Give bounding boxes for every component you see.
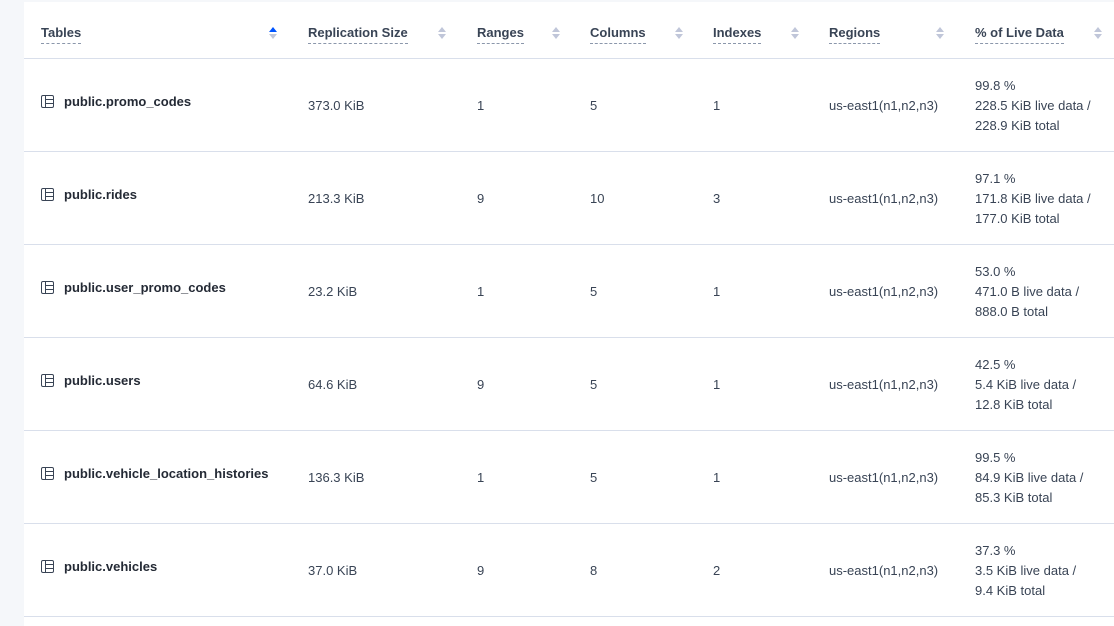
- live-percent: 99.8 %: [975, 78, 1016, 93]
- table-icon: [41, 560, 54, 573]
- live-data-cell: 97.1 % 171.8 KiB live data / 177.0 KiB tot…: [975, 169, 1091, 229]
- table-icon: [41, 374, 54, 387]
- live-data-cell: 42.5 % 5.4 KiB live data / 12.8 KiB total: [975, 355, 1076, 415]
- cell-ranges: 1: [477, 284, 485, 299]
- table-name[interactable]: public.rides: [64, 187, 137, 202]
- sort-icon[interactable]: [675, 27, 683, 39]
- total-data: 9.4 KiB total: [975, 583, 1046, 598]
- live-data: 84.9 KiB live data /: [975, 470, 1084, 485]
- cell-columns: 8: [590, 563, 598, 578]
- live-percent: 42.5 %: [975, 357, 1016, 372]
- table-row: public.vehicles 37.0 KiB 9 8 2 us-east1(n1,n2…: [24, 524, 1114, 617]
- cell-regions: us-east1(n1,n2,n3): [829, 470, 939, 485]
- column-header-5[interactable]: Regions: [829, 25, 881, 44]
- total-data: 85.3 KiB total: [975, 490, 1053, 505]
- live-data: 471.0 B live data /: [975, 284, 1080, 299]
- cell-size: 23.2 KiB: [308, 284, 358, 299]
- live-data: 5.4 KiB live data /: [975, 377, 1077, 392]
- live-data-cell: 99.5 % 84.9 KiB live data / 85.3 KiB total: [975, 448, 1083, 508]
- live-percent: 97.1 %: [975, 171, 1016, 186]
- table-icon: [41, 188, 54, 201]
- column-header-3[interactable]: Columns: [590, 25, 646, 44]
- column-header-6[interactable]: % of Live Data: [975, 25, 1064, 44]
- column-header-0[interactable]: Tables: [41, 25, 82, 44]
- table-name[interactable]: public.user_promo_codes: [64, 280, 226, 295]
- cell-indexes: 1: [713, 470, 721, 485]
- table-name-link[interactable]: public.rides: [41, 187, 137, 202]
- cell-columns: 5: [590, 377, 598, 392]
- table-row: public.promo_codes 373.0 KiB 1 5 1 us-east1(n…: [24, 59, 1114, 152]
- column-header-1[interactable]: Replication Size: [308, 25, 408, 44]
- live-data-cell: 99.8 % 228.5 KiB live data / 228.9 KiB tot…: [975, 76, 1091, 136]
- table-row: public.vehicle_location_histories 136.3 K…: [24, 431, 1114, 524]
- cell-indexes: 2: [713, 563, 721, 578]
- live-data: 228.5 KiB live data /: [975, 98, 1091, 113]
- table-header: Tables Replication Size Ranges Columns Index…: [24, 2, 1114, 59]
- cell-ranges: 9: [477, 377, 485, 392]
- cell-size: 213.3 KiB: [308, 191, 365, 206]
- live-data: 3.5 KiB live data /: [975, 563, 1077, 578]
- cell-regions: us-east1(n1,n2,n3): [829, 377, 939, 392]
- cell-indexes: 1: [713, 377, 721, 392]
- table-row: public.users 64.6 KiB 9 5 1 us-east1(n1,n2,n3…: [24, 338, 1114, 431]
- table-name-link[interactable]: public.promo_codes: [41, 94, 191, 109]
- live-percent: 99.5 %: [975, 450, 1016, 465]
- table-name[interactable]: public.promo_codes: [64, 94, 192, 109]
- table-name-link[interactable]: public.users: [41, 373, 141, 388]
- cell-ranges: 1: [477, 98, 485, 113]
- cell-size: 373.0 KiB: [308, 98, 365, 113]
- cell-regions: us-east1(n1,n2,n3): [829, 191, 939, 206]
- sort-icon[interactable]: [1094, 27, 1102, 39]
- sort-icon[interactable]: [438, 27, 446, 39]
- live-percent: 37.3 %: [975, 543, 1016, 558]
- table-name-link[interactable]: public.vehicles: [41, 559, 157, 574]
- live-data-cell: 53.0 % 471.0 B live data / 888.0 B total: [975, 262, 1079, 322]
- live-data-cell: 37.3 % 3.5 KiB live data / 9.4 KiB total: [975, 541, 1076, 601]
- cell-ranges: 9: [477, 191, 485, 206]
- cell-columns: 5: [590, 98, 598, 113]
- table-name[interactable]: public.users: [64, 373, 141, 388]
- cell-size: 64.6 KiB: [308, 377, 358, 392]
- sort-icon[interactable]: [552, 27, 560, 39]
- total-data: 177.0 KiB total: [975, 211, 1060, 226]
- cell-size: 37.0 KiB: [308, 563, 358, 578]
- total-data: 228.9 KiB total: [975, 118, 1060, 133]
- table-icon: [41, 95, 54, 108]
- cell-indexes: 3: [713, 191, 721, 206]
- live-data: 171.8 KiB live data /: [975, 191, 1091, 206]
- table-icon: [41, 467, 54, 480]
- cell-ranges: 9: [477, 563, 485, 578]
- cell-columns: 5: [590, 470, 598, 485]
- cell-regions: us-east1(n1,n2,n3): [829, 563, 939, 578]
- total-data: 888.0 B total: [975, 304, 1048, 319]
- cell-indexes: 1: [713, 284, 721, 299]
- cell-indexes: 1: [713, 98, 721, 113]
- cell-size: 136.3 KiB: [308, 470, 365, 485]
- table-name[interactable]: public.vehicles: [64, 559, 158, 574]
- sort-icon[interactable]: [791, 27, 799, 39]
- table-icon: [41, 281, 54, 294]
- total-data: 12.8 KiB total: [975, 397, 1053, 412]
- table-name[interactable]: public.vehicle_location_histories: [64, 466, 269, 481]
- table-name-link[interactable]: public.vehicle_location_histories: [41, 466, 268, 481]
- cell-columns: 5: [590, 284, 598, 299]
- table-name-link[interactable]: public.user_promo_codes: [41, 280, 226, 295]
- cell-regions: us-east1(n1,n2,n3): [829, 98, 939, 113]
- column-header-2[interactable]: Ranges: [477, 25, 524, 44]
- cell-columns: 10: [590, 191, 605, 206]
- cell-regions: us-east1(n1,n2,n3): [829, 284, 939, 299]
- cell-ranges: 1: [477, 470, 485, 485]
- table-row: public.rides 213.3 KiB 9 10 3 us-east1(n1,n2,…: [24, 152, 1114, 245]
- sort-icon[interactable]: [269, 27, 277, 39]
- tables-panel: Tables Replication Size Ranges Columns Index…: [24, 2, 1114, 626]
- column-header-4[interactable]: Indexes: [713, 25, 762, 44]
- table-row: public.user_promo_codes 23.2 KiB 1 5 1 us-eas…: [24, 245, 1114, 338]
- live-percent: 53.0 %: [975, 264, 1016, 279]
- sort-icon[interactable]: [936, 27, 944, 39]
